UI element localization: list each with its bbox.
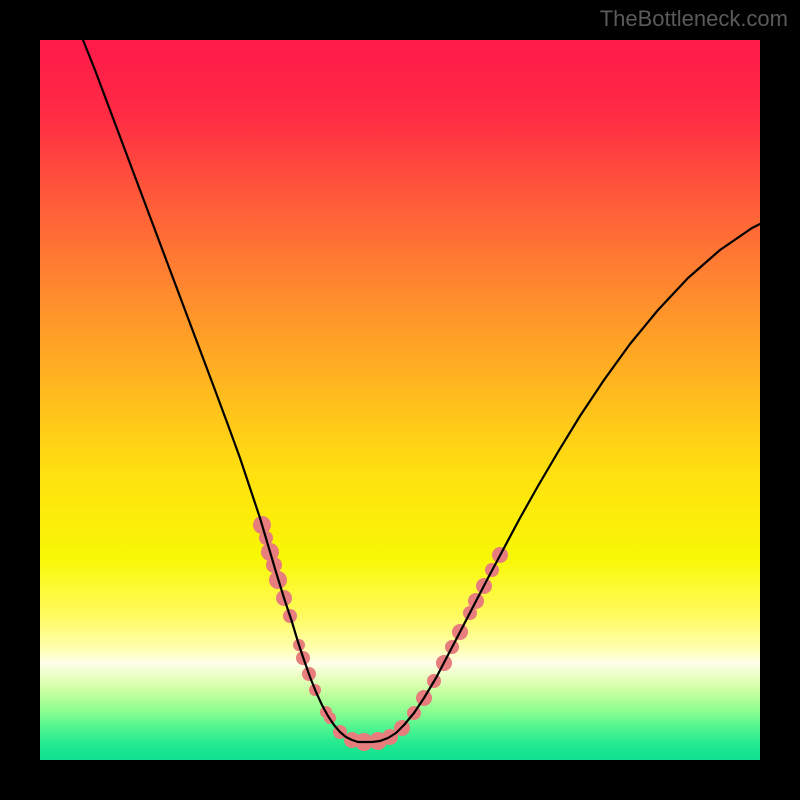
watermark-text: TheBottleneck.com — [600, 6, 788, 32]
gradient-background — [40, 40, 760, 760]
chart-svg — [40, 40, 760, 760]
bottleneck-chart — [40, 40, 760, 760]
